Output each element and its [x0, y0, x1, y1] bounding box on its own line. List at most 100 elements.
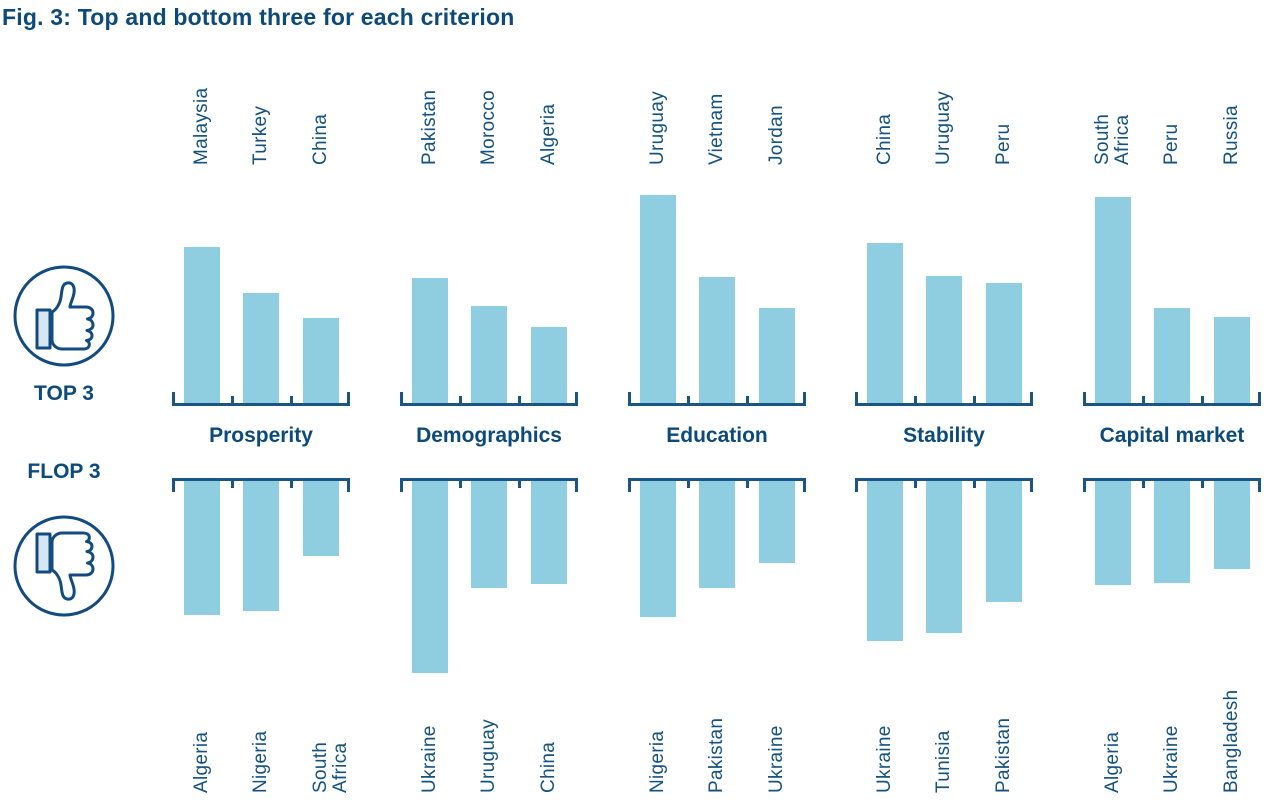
flop-country-label: Algeria	[191, 731, 212, 793]
top-country-label: South Africa	[1092, 113, 1133, 165]
top-bar-china	[867, 243, 903, 403]
axis-tick	[347, 481, 350, 492]
axis-tick	[973, 481, 976, 488]
thumbs-down-hand	[35, 531, 95, 601]
top-country-label: Algeria	[538, 103, 559, 165]
flop-country-label: Nigeria	[250, 730, 271, 793]
axis-tick	[1258, 392, 1261, 403]
flop-bar-algeria	[1095, 481, 1131, 585]
axis-tick	[855, 392, 858, 403]
top-country-label: China	[310, 113, 331, 165]
flop-country-label: Ukraine	[874, 725, 895, 793]
axis-tick	[172, 481, 175, 492]
top-country-label: China	[874, 113, 895, 165]
criterion-group-stability: Stability China Uruguay Peru Ukraine Tunisia P…	[855, 0, 1033, 803]
top-country-label: Peru	[1161, 123, 1182, 165]
axis-tick	[1201, 481, 1204, 488]
axis-tick	[914, 481, 917, 488]
flop-bar-pakistan	[699, 481, 735, 588]
flop-bar-south-africa	[303, 481, 339, 556]
flop-country-label: Pakistan	[706, 717, 727, 793]
flop-axis	[400, 478, 578, 481]
axis-tick	[628, 481, 631, 492]
axis-tick	[1258, 481, 1261, 492]
top-country-label: Malaysia	[191, 87, 212, 165]
top-country-label: Vietnam	[706, 93, 727, 165]
flop-country-label: Bangladesh	[1221, 689, 1242, 793]
axis-tick	[1083, 392, 1086, 403]
top-axis	[1083, 403, 1261, 406]
top-country-label: Uruguay	[933, 91, 954, 165]
axis-tick	[803, 481, 806, 492]
top-bar-jordan	[759, 308, 795, 403]
criterion-label-prosperity: Prosperity	[209, 424, 313, 447]
thumbs-up-icon	[13, 265, 115, 367]
flop-country-label: Pakistan	[993, 717, 1014, 793]
axis-tick	[1030, 392, 1033, 403]
flop-country-label: Ukraine	[419, 725, 440, 793]
criterion-label-education: Education	[666, 424, 768, 447]
top-bar-russia	[1214, 317, 1250, 403]
criterion-group-prosperity: Prosperity Malaysia Turkey China Algeria Nige…	[172, 0, 351, 803]
top-bar-vietnam	[699, 277, 735, 403]
flop-bar-ukraine	[759, 481, 795, 563]
top-country-label: Turkey	[250, 105, 271, 165]
flop-country-label: Nigeria	[647, 730, 668, 793]
top-country-label: Pakistan	[419, 89, 440, 165]
top-country-label: Russia	[1221, 105, 1242, 165]
top-axis	[400, 403, 578, 406]
axis-tick	[803, 392, 806, 403]
top-country-label: Uruguay	[647, 91, 668, 165]
top-bar-china	[303, 318, 339, 403]
axis-tick	[1142, 481, 1145, 488]
top-country-label: Jordan	[766, 105, 787, 165]
axis-tick	[687, 481, 690, 488]
top-axis	[172, 403, 350, 406]
flop-bar-ukraine	[1154, 481, 1190, 583]
flop-country-label: Ukraine	[1161, 725, 1182, 793]
axis-tick	[400, 481, 403, 492]
axis-tick	[518, 481, 521, 488]
top3-label: TOP 3	[34, 382, 94, 405]
flop-bar-nigeria	[243, 481, 279, 611]
top-bar-uruguay	[926, 276, 962, 403]
flop-axis	[172, 478, 350, 481]
axis-tick	[459, 396, 462, 403]
flop-bar-tunisia	[926, 481, 962, 633]
thumbs-up-hand	[35, 281, 95, 351]
thumbs-down-icon	[13, 515, 115, 617]
axis-tick	[459, 481, 462, 488]
axis-tick	[1142, 396, 1145, 403]
flop-bar-pakistan	[986, 481, 1022, 602]
flop-country-label: Tunisia	[933, 730, 954, 793]
axis-tick	[855, 481, 858, 492]
criterion-label-capital-market: Capital market	[1099, 424, 1245, 447]
axis-tick	[575, 481, 578, 492]
top-bar-malaysia	[184, 247, 220, 403]
flop-country-label: China	[538, 741, 559, 793]
axis-tick	[400, 392, 403, 403]
axis-tick	[687, 396, 690, 403]
flop-country-label: Algeria	[1102, 731, 1123, 793]
top-bar-algeria	[531, 327, 567, 403]
top-bar-uruguay	[640, 195, 676, 403]
axis-tick	[746, 396, 749, 403]
axis-tick	[973, 396, 976, 403]
top-bar-peru	[986, 283, 1022, 403]
top-bar-pakistan	[412, 278, 448, 403]
flop-bar-nigeria	[640, 481, 676, 617]
flop3-label: FLOP 3	[27, 460, 101, 483]
flop-country-label: Uruguay	[478, 719, 499, 793]
flop-axis	[855, 478, 1033, 481]
top-country-label: Peru	[993, 123, 1014, 165]
criterion-label-stability: Stability	[903, 424, 985, 447]
top-bar-turkey	[243, 293, 279, 403]
flop-circle	[13, 515, 115, 617]
axis-tick	[290, 481, 293, 488]
flop-axis	[1083, 478, 1261, 481]
flop-country-label: Ukraine	[766, 725, 787, 793]
axis-tick	[628, 392, 631, 403]
axis-tick	[914, 396, 917, 403]
flop-bar-ukraine	[412, 481, 448, 673]
